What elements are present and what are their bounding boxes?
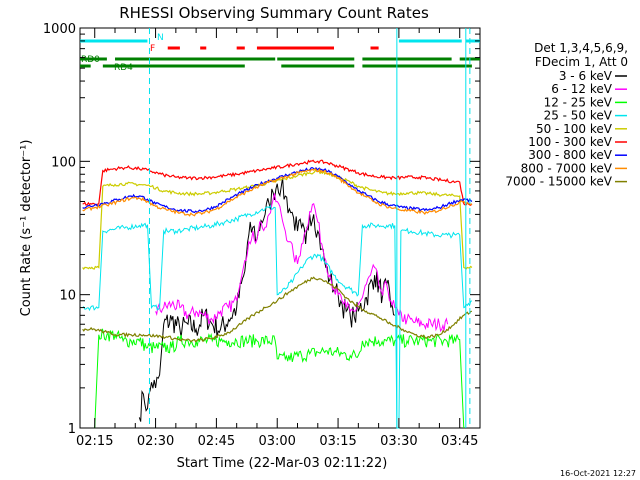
x-tick-label: 02:15 xyxy=(76,434,113,449)
y-tick-label: 1000 xyxy=(43,22,76,37)
legend-entry-label: 7000 - 15000 keV xyxy=(505,175,612,189)
legend-entry-label: 25 - 50 keV xyxy=(544,109,613,123)
flag-f-label: F xyxy=(150,44,155,54)
series-line-9 xyxy=(82,276,472,343)
flag-n-label: N xyxy=(157,33,164,43)
axis-layer: 1 10 100 1000 02:15 02:30 02:45 03:00 03:15 03:30… xyxy=(43,22,481,449)
legend-entry-label: 3 - 6 keV xyxy=(559,69,613,83)
x-tick-label: 03:00 xyxy=(258,434,295,449)
legend-entry-label: 6 - 12 keV xyxy=(551,82,613,96)
x-tick-label: 03:45 xyxy=(441,434,478,449)
legend-entry-label: 50 - 100 keV xyxy=(536,122,613,136)
chart-title: RHESSI Observing Summary Count Rates xyxy=(119,4,429,22)
flag-rd4-label: RD4 xyxy=(114,63,133,73)
y-tick-label: 10 xyxy=(59,289,76,304)
legend-entry-label: 300 - 800 keV xyxy=(528,148,612,162)
legend-entry-label: 12 - 25 keV xyxy=(544,95,613,109)
legend-entry-label: 100 - 300 keV xyxy=(528,135,612,149)
series-line-3 xyxy=(94,328,465,429)
x-tick-label: 03:15 xyxy=(319,434,356,449)
flag-layer: NF RD0 RD4 xyxy=(80,33,480,73)
series-line-4 xyxy=(82,204,473,429)
series-line-7 xyxy=(82,166,473,214)
legend-header-line-2: FDecim 1, Att 0 xyxy=(535,55,628,69)
y-tick-label: 1 xyxy=(68,422,76,437)
series-line-5 xyxy=(82,169,473,271)
y-axis-label: Count Rate (s⁻¹ detector⁻¹) xyxy=(19,140,34,317)
series-layer xyxy=(82,159,473,429)
legend: Det 1,3,4,5,6,9, FDecim 1, Att 0 3 - 6 k… xyxy=(505,41,628,189)
legend-header-line-1: Det 1,3,4,5,6,9, xyxy=(534,41,628,55)
series-line-2 xyxy=(155,193,449,333)
x-tick-label: 02:30 xyxy=(137,434,174,449)
series-line-1 xyxy=(138,177,396,422)
footer-date: 16-Oct-2021 12:27 xyxy=(560,469,636,478)
x-tick-label: 02:45 xyxy=(198,434,235,449)
flag-rd0-label: RD0 xyxy=(81,55,100,65)
series-line-6 xyxy=(82,159,473,207)
x-axis-label: Start Time (22-Mar-03 02:11:22) xyxy=(177,456,388,471)
marker-layer xyxy=(148,28,471,428)
plot-frame xyxy=(79,27,481,429)
x-tick-label: 03:30 xyxy=(380,434,417,449)
series-line-8 xyxy=(82,167,473,217)
legend-entry-label: 800 - 7000 keV xyxy=(521,161,613,175)
y-tick-label: 100 xyxy=(51,155,76,170)
